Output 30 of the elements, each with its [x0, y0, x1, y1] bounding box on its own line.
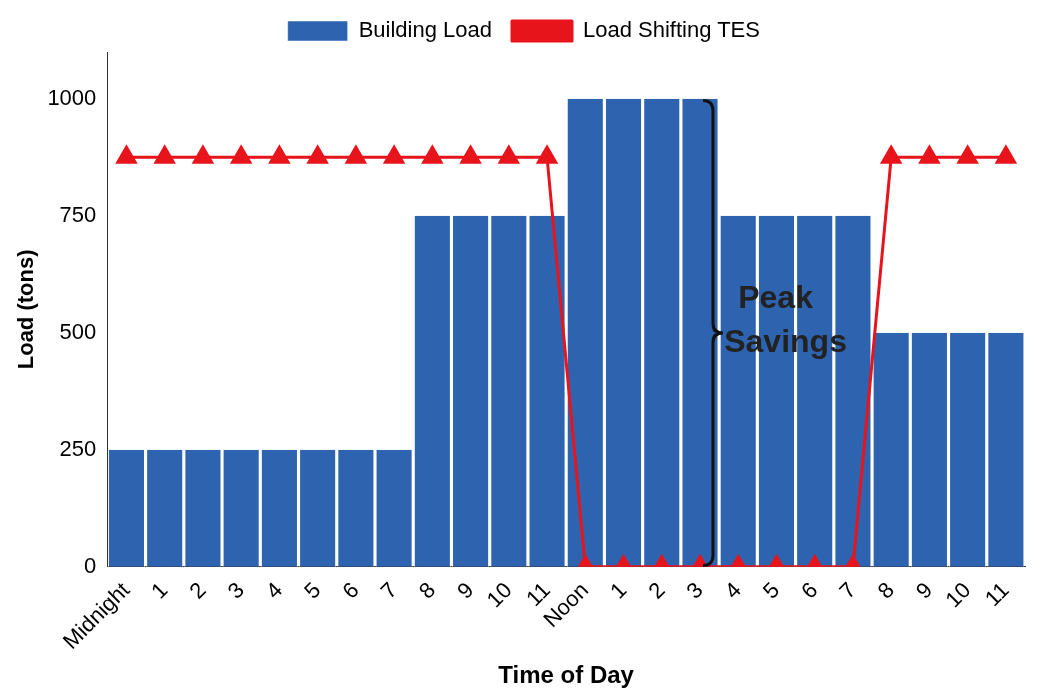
x-tick-label: 4 [260, 577, 288, 604]
x-axis-title: Time of Day [498, 661, 635, 689]
x-tick-label: 6 [796, 577, 823, 604]
x-tick-label: 4 [719, 577, 747, 604]
y-tick-label: 750 [59, 201, 97, 227]
x-tick-label: 3 [222, 577, 249, 604]
x-tick-label: 1 [605, 577, 632, 604]
legend-label: Building Load [358, 17, 493, 43]
x-tick-label: 6 [337, 577, 364, 604]
x-tick-label: 1 [146, 577, 173, 604]
x-tick-label: 3 [681, 577, 708, 604]
legend-label: Load Shifting TES [583, 17, 760, 43]
x-tick-label: 5 [299, 577, 326, 604]
x-tick-label: 9 [452, 577, 479, 604]
y-axis-title: Load (tons) [13, 249, 39, 370]
x-tick-label: 2 [643, 577, 670, 604]
y-tick-label: 0 [84, 552, 97, 578]
x-tick-label: 10 [940, 577, 976, 613]
x-tick-label: 8 [872, 577, 899, 604]
y-tick-label: 1000 [47, 84, 97, 110]
y-tick-label: 500 [59, 318, 97, 344]
y-tick-label: 250 [59, 435, 97, 461]
x-tick-label: 5 [757, 577, 785, 604]
x-tick-label: 11 [979, 577, 1014, 612]
x-tick-label: 7 [834, 577, 861, 604]
x-tick-label: 8 [413, 577, 441, 604]
x-tick-label: 10 [481, 577, 517, 613]
x-tick-label: 2 [184, 577, 211, 604]
x-tick-label: 7 [375, 577, 402, 604]
x-tick-label: 9 [910, 577, 938, 604]
